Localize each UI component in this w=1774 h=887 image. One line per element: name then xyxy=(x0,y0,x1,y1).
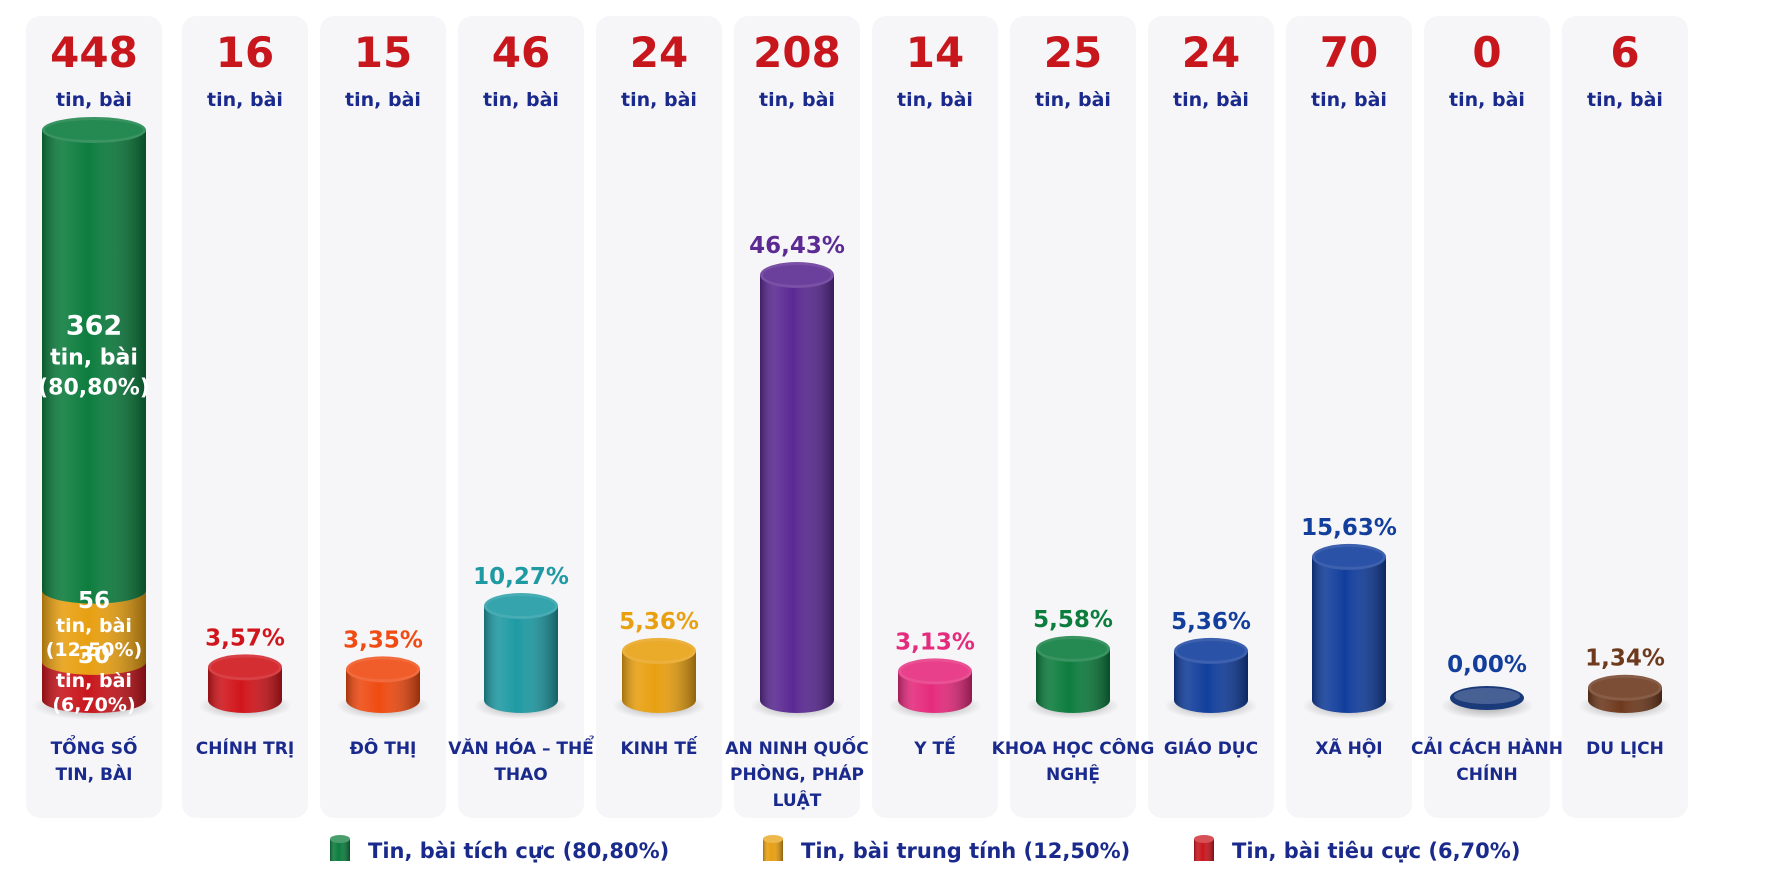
bar-count-label: 15 xyxy=(354,28,412,77)
total-category-label: TIN, BÀI xyxy=(56,763,133,785)
bar-percent-label: 46,43% xyxy=(749,233,845,259)
segment-unit-label: tin, bài xyxy=(50,345,138,370)
bar-percent-label: 3,35% xyxy=(343,627,423,653)
bar-unit-label: tin, bài xyxy=(897,89,973,111)
bar-count-label: 208 xyxy=(753,28,841,77)
bar-unit-label: tin, bài xyxy=(759,89,835,111)
segment-percent-label: (12,50%) xyxy=(46,639,143,661)
segment-count-label: 56 xyxy=(78,588,110,614)
column-panel xyxy=(596,16,722,818)
bar-unit-label: tin, bài xyxy=(1449,89,1525,111)
bar-count-label: 24 xyxy=(1182,28,1240,77)
column-panel xyxy=(872,16,998,818)
legend-label: Tin, bài trung tính (12,50%) xyxy=(801,839,1130,863)
bar-11 xyxy=(1588,674,1662,713)
bar-1 xyxy=(208,654,282,713)
bar-5 xyxy=(760,262,834,713)
legend-swatch xyxy=(330,835,350,861)
bar-2 xyxy=(346,656,420,713)
bar-unit-label: tin, bài xyxy=(1035,89,1111,111)
bar-percent-label: 1,34% xyxy=(1585,646,1665,672)
bar-6 xyxy=(898,658,972,713)
bar-count-label: 16 xyxy=(216,28,274,77)
legend-swatch xyxy=(1194,835,1214,861)
bar-unit-label: tin, bài xyxy=(1173,89,1249,111)
category-label: CẢI CÁCH HÀNH xyxy=(1411,736,1563,759)
bar-count-label: 6 xyxy=(1610,28,1639,77)
bar-percent-label: 5,36% xyxy=(619,609,699,635)
bar-unit-label: tin, bài xyxy=(483,89,559,111)
total-count-label: 448 xyxy=(50,28,138,77)
category-label: KHOA HỌC CÔNG xyxy=(992,737,1155,759)
bar-percent-label: 3,13% xyxy=(895,629,975,655)
bar-count-label: 70 xyxy=(1320,28,1378,77)
bar-count-label: 46 xyxy=(492,28,550,77)
bar-percent-label: 3,57% xyxy=(205,625,285,651)
total-segment-1 xyxy=(42,117,146,604)
bar-count-label: 0 xyxy=(1472,28,1501,77)
bar-3 xyxy=(484,592,558,713)
segment-percent-label: (80,80%) xyxy=(38,375,150,400)
bar-unit-label: tin, bài xyxy=(207,89,283,111)
bar-count-label: 25 xyxy=(1044,28,1102,77)
bar-percent-label: 5,36% xyxy=(1171,609,1251,635)
bar-unit-label: tin, bài xyxy=(1311,89,1387,111)
bar-unit-label: tin, bài xyxy=(1587,89,1663,111)
bar-percent-label: 10,27% xyxy=(473,564,569,590)
bar-percent-label: 5,58% xyxy=(1033,607,1113,633)
column-panel xyxy=(1010,16,1136,818)
bar-percent-label: 0,00% xyxy=(1447,652,1527,678)
category-label: GIÁO DỤC xyxy=(1164,737,1258,759)
category-label: AN NINH QUỐC xyxy=(725,735,868,759)
bar-9 xyxy=(1312,543,1386,713)
column-panel xyxy=(1148,16,1274,818)
category-label: NGHỆ xyxy=(1046,763,1100,785)
bar-4 xyxy=(622,637,696,713)
column-panel xyxy=(1424,16,1550,818)
column-panel xyxy=(320,16,446,818)
category-label: DU LỊCH xyxy=(1586,739,1664,759)
legend-item: Tin, bài tiêu cực (6,70%) xyxy=(1194,835,1520,863)
bars xyxy=(42,117,1662,713)
bar-7 xyxy=(1036,635,1110,713)
legend: Tin, bài tích cực (80,80%) Tin, bài trung… xyxy=(330,835,1520,863)
legend-label: Tin, bài tích cực (80,80%) xyxy=(368,839,669,863)
segment-percent-label: (6,70%) xyxy=(52,694,135,716)
category-label: XÃ HỘI xyxy=(1315,736,1382,759)
bar-unit-label: tin, bài xyxy=(621,89,697,111)
category-label: LUẬT xyxy=(773,789,822,811)
segment-unit-label: tin, bài xyxy=(56,670,132,692)
legend-swatch xyxy=(763,835,783,861)
bar-8 xyxy=(1174,637,1248,713)
column-panel xyxy=(182,16,308,818)
category-label: ĐÔ THỊ xyxy=(350,737,417,759)
legend-item: Tin, bài trung tính (12,50%) xyxy=(763,835,1130,863)
category-label: VĂN HÓA – THỂ xyxy=(448,734,594,759)
legend-label: Tin, bài tiêu cực (6,70%) xyxy=(1232,839,1520,863)
segment-count-label: 362 xyxy=(66,310,122,341)
category-label: THAO xyxy=(494,765,547,785)
legend-item: Tin, bài tích cực (80,80%) xyxy=(330,835,669,863)
bar-count-label: 24 xyxy=(630,28,688,77)
bar-percent-label: 15,63% xyxy=(1301,515,1397,541)
segment-count-label: 30 xyxy=(78,643,110,669)
category-label: KINH TẾ xyxy=(620,735,697,759)
category-label: PHÒNG, PHÁP xyxy=(730,763,864,785)
total-unit-label: tin, bài xyxy=(56,89,132,111)
category-label: CHÍNH xyxy=(1456,763,1517,785)
category-label: CHÍNH TRỊ xyxy=(196,737,294,759)
column-panel xyxy=(1562,16,1688,818)
segment-unit-label: tin, bài xyxy=(56,615,132,637)
category-label: Y TẾ xyxy=(913,735,956,759)
bar-10 xyxy=(1450,686,1524,710)
bar-unit-label: tin, bài xyxy=(345,89,421,111)
total-category-label: TỔNG SỐ xyxy=(51,734,138,759)
bar-count-label: 14 xyxy=(906,28,964,77)
